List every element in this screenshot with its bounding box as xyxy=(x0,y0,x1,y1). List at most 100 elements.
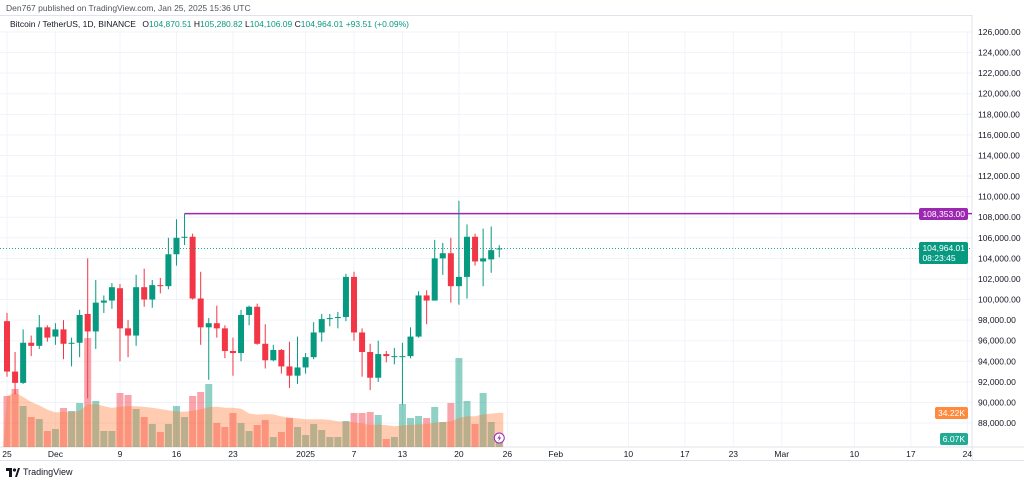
volume-bar xyxy=(51,429,59,447)
price-tick-label: 124,000.00 xyxy=(978,48,1021,58)
volume-bar xyxy=(35,419,43,447)
volume-bar xyxy=(390,437,398,447)
candle-body xyxy=(463,236,470,277)
symbol-name[interactable]: Bitcoin / TetherUS, 1D, BINANCE xyxy=(10,19,136,29)
price-tick-label: 96,000.00 xyxy=(978,336,1016,346)
volume-bar xyxy=(68,411,76,447)
time-tick-label: 24 xyxy=(963,449,973,459)
volume-bar xyxy=(455,358,463,447)
time-tick-label: 25 xyxy=(2,449,12,459)
footer: TradingView xyxy=(0,460,1024,483)
volume-bar xyxy=(164,424,172,447)
candle-body xyxy=(472,236,479,262)
time-tick-label: 2025 xyxy=(296,449,315,459)
candle-body xyxy=(391,356,398,358)
volume-bar xyxy=(108,431,116,447)
candle-body xyxy=(286,366,293,376)
candle-body xyxy=(52,329,59,337)
volume-bar xyxy=(100,431,108,447)
close-value: 104,964.01 xyxy=(300,19,344,29)
candle-body xyxy=(189,236,196,299)
price-tick-label: 106,000.00 xyxy=(978,233,1021,243)
volume-bar xyxy=(11,389,19,447)
time-tick-label: Mar xyxy=(774,449,789,459)
volume-bar xyxy=(326,437,334,447)
volume-bar xyxy=(140,417,148,447)
candle-body xyxy=(415,295,422,337)
candle-body xyxy=(125,328,132,336)
tradingview-logo[interactable]: TradingView xyxy=(6,467,73,477)
price-tick-label: 108,000.00 xyxy=(978,212,1021,222)
candle-body xyxy=(367,352,374,378)
time-tick-label: 17 xyxy=(680,449,690,459)
candle-body xyxy=(423,295,430,301)
price-tick-label: 122,000.00 xyxy=(978,68,1021,78)
high-label: H xyxy=(193,19,201,29)
volume-bar xyxy=(269,437,277,447)
volume-bar xyxy=(59,408,67,447)
time-tick-label: 9 xyxy=(118,449,123,459)
time-tick-label: 10 xyxy=(624,449,634,459)
price-chart[interactable]: 126,000.00 124,000.00 122,000.00 120,000.00… xyxy=(0,0,1024,460)
volume-bar xyxy=(415,416,423,447)
low-value: 104,106.09 xyxy=(249,19,293,29)
price-tick-label: 100,000.00 xyxy=(978,295,1021,305)
volume-bar xyxy=(132,409,140,447)
time-tick-label: 7 xyxy=(352,449,357,459)
volume-bar xyxy=(471,424,479,447)
volume-bar xyxy=(277,432,285,447)
candle-body xyxy=(496,248,503,250)
volume-bar xyxy=(181,417,189,447)
price-tick-label: 126,000.00 xyxy=(978,27,1021,37)
lightning-glyph xyxy=(497,434,502,442)
candle-body xyxy=(44,327,51,338)
time-tick-label: Dec xyxy=(48,449,64,459)
candle-body xyxy=(238,314,245,354)
volume-bar xyxy=(431,407,439,447)
price-tick-label: 98,000.00 xyxy=(978,315,1016,325)
volume-bar xyxy=(253,425,261,447)
candle-body xyxy=(92,302,99,332)
candle-body xyxy=(173,237,180,255)
time-tick-label: 26 xyxy=(503,449,513,459)
time-tick-label: 17 xyxy=(906,449,916,459)
time-tick-label: 20 xyxy=(454,449,464,459)
price-tick-label: 94,000.00 xyxy=(978,356,1016,366)
candle-body xyxy=(294,367,301,376)
volume-bar xyxy=(294,427,302,447)
last-price-label: 104,964.01 08:23:45 xyxy=(919,242,968,264)
candle-body xyxy=(439,253,446,259)
candle-body xyxy=(351,276,358,333)
candle-body xyxy=(229,350,236,354)
price-tick-label: 118,000.00 xyxy=(978,109,1020,119)
volume-bar xyxy=(423,418,431,447)
candle-body xyxy=(447,253,454,287)
candle-body xyxy=(205,323,212,328)
time-tick-label: Feb xyxy=(548,449,563,459)
candle-body xyxy=(383,354,390,357)
volume-bar xyxy=(197,392,205,447)
volume-bar xyxy=(463,401,471,447)
volume-bar xyxy=(229,413,237,447)
candle-body xyxy=(20,342,27,383)
candle-body xyxy=(326,318,333,320)
price-tick-label: 90,000.00 xyxy=(978,397,1016,407)
high-value: 105,280.82 xyxy=(200,19,243,29)
volume-bar xyxy=(76,403,84,447)
candle-body xyxy=(141,287,148,300)
symbol-legend: Bitcoin / TetherUS, 1D, BINANCE O104,870… xyxy=(0,15,972,31)
candle-body xyxy=(116,288,123,329)
price-tick-label: 112,000.00 xyxy=(978,171,1020,181)
candle-body xyxy=(262,343,269,361)
volume-bar xyxy=(342,421,350,447)
candle-body xyxy=(407,336,414,357)
price-tick-label: 102,000.00 xyxy=(978,274,1021,284)
candle-body xyxy=(28,342,35,346)
volume-bar xyxy=(19,406,27,447)
volume-label: 6.07K xyxy=(939,433,968,445)
volume-bar xyxy=(172,406,180,447)
candle-body xyxy=(488,250,495,260)
candle-body xyxy=(221,328,228,351)
low-label: L xyxy=(244,19,250,29)
volume-ma-area xyxy=(3,392,504,447)
